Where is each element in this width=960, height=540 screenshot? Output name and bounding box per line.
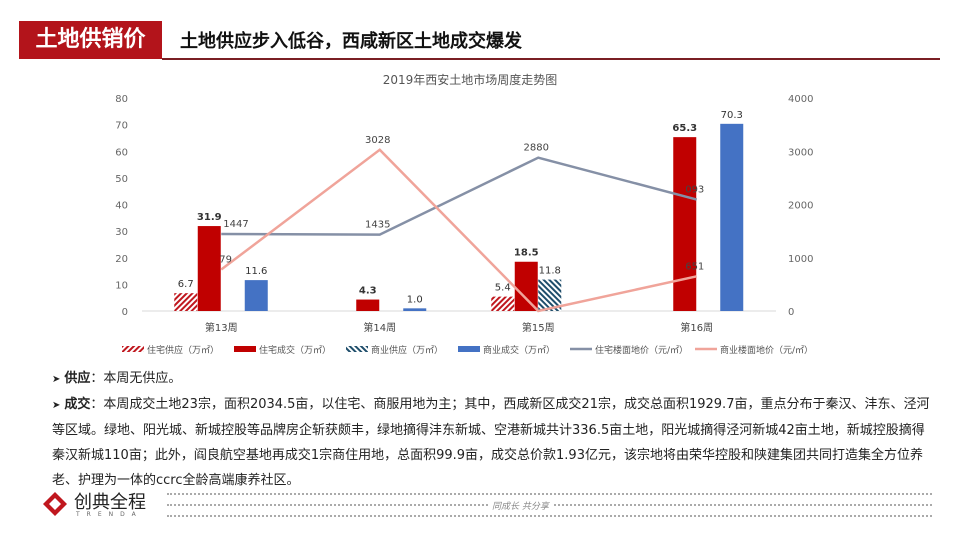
y-right-tick: 2000 xyxy=(788,201,813,212)
arrow-icon: ➤ xyxy=(52,374,61,385)
y-left-tick: 30 xyxy=(115,227,128,238)
line-series-1 xyxy=(221,156,698,236)
footer-dots xyxy=(167,515,932,517)
y-left-tick: 40 xyxy=(115,201,128,212)
y-left-tick: 20 xyxy=(115,254,128,265)
line-data-label: 1447 xyxy=(223,219,248,230)
bar-2 xyxy=(514,261,538,311)
legend-label: 商业供应（万㎡） xyxy=(371,344,443,356)
bar-2 xyxy=(197,226,221,311)
legend-label: 住宅成交（万㎡） xyxy=(259,344,331,356)
chart-title: 2019年西安土地市场周度走势图 xyxy=(383,72,558,87)
y-left-tick: 10 xyxy=(115,280,128,291)
y-left-tick: 70 xyxy=(115,121,128,132)
line-data-label: 651 xyxy=(685,261,704,272)
bar-1 xyxy=(491,296,515,311)
bar-data-label: 65.3 xyxy=(672,123,697,134)
bar-data-label: 11.8 xyxy=(539,266,561,277)
line-series-2 xyxy=(220,148,698,313)
legend-swatch xyxy=(458,346,480,352)
bar-2 xyxy=(673,137,697,311)
bar-3 xyxy=(538,279,562,311)
bar-data-label: 31.9 xyxy=(197,212,222,223)
x-tick-label: 第16周 xyxy=(680,321,713,334)
deal-text: ：本周成交土地23宗，面积2034.5亩，以住宅、商服用地为主；其中，西咸新区成… xyxy=(52,397,930,488)
legend-swatch xyxy=(234,346,256,352)
x-tick-label: 第15周 xyxy=(522,321,555,334)
y-right-tick: 3000 xyxy=(788,147,813,158)
supply-label: 供应 xyxy=(64,371,91,386)
header-divider xyxy=(162,58,940,60)
legend-label: 商业楼面地价（元/㎡） xyxy=(720,344,813,356)
bar-data-label: 5.4 xyxy=(495,283,511,294)
y-left-tick: 0 xyxy=(122,307,128,318)
legend-label: 商业成交（万㎡） xyxy=(483,344,555,356)
legend-label: 住宅供应（万㎡） xyxy=(147,344,219,356)
bar-data-label: 18.5 xyxy=(514,248,539,259)
bar-data-label: 70.3 xyxy=(721,110,743,121)
logo-mark-icon xyxy=(43,492,67,516)
bar-2 xyxy=(356,299,380,311)
bar-data-label: 1.0 xyxy=(407,294,423,305)
y-left-tick: 80 xyxy=(115,94,128,105)
deal-bullet: ➤ 成交：本周成交土地23宗，面积2034.5亩，以住宅、商服用地为主；其中，西咸… xyxy=(52,392,932,493)
section-tag: 土地供销价 xyxy=(19,21,162,59)
line-data-label: 3028 xyxy=(365,135,390,146)
y-right-tick: 0 xyxy=(788,307,794,318)
x-tick-label: 第13周 xyxy=(205,321,238,334)
line-data-label: 79 xyxy=(219,255,232,266)
line-data-label: 093 xyxy=(685,185,704,196)
x-tick-label: 第14周 xyxy=(363,321,396,334)
legend-label: 住宅楼面地价（元/㎡） xyxy=(595,344,688,356)
legend-swatch xyxy=(122,346,144,352)
arrow-icon: ➤ xyxy=(52,400,61,411)
y-right-tick: 1000 xyxy=(788,254,813,265)
bar-data-label: 4.3 xyxy=(359,286,377,297)
page-title: 土地供应步入低谷，西咸新区土地成交爆发 xyxy=(180,31,522,52)
bar-1 xyxy=(174,293,198,311)
bar-4 xyxy=(403,308,427,311)
y-left-tick: 60 xyxy=(115,147,128,158)
commentary: ➤ 供应：本周无供应。 ➤ 成交：本周成交土地23宗，面积2034.5亩，以住宅、商… xyxy=(52,366,932,493)
bar-4 xyxy=(720,123,744,311)
logo-en: TRENDA xyxy=(76,511,143,518)
line-data-label: 1435 xyxy=(365,220,390,231)
y-left-tick: 50 xyxy=(115,174,128,185)
bar-data-label: 11.6 xyxy=(245,266,267,277)
logo-name: 创典全程 xyxy=(74,492,146,513)
supply-bullet: ➤ 供应：本周无供应。 xyxy=(52,366,932,392)
weekly-land-chart: 2019年西安土地市场周度走势图 0 10 20 30 40 50 60 70 80 0 1000 2… xyxy=(115,72,813,356)
bar-data-label: 6.7 xyxy=(178,279,194,290)
footer-slogan: 同成长 共分享 xyxy=(488,499,553,512)
y-right-tick: 4000 xyxy=(788,94,813,105)
supply-text: ：本周无供应。 xyxy=(90,371,182,386)
deal-label: 成交 xyxy=(64,397,91,412)
legend-swatch xyxy=(346,346,368,352)
line-data-label: 2880 xyxy=(524,143,549,154)
bar-4 xyxy=(244,280,268,311)
footer-dots xyxy=(167,493,932,495)
company-logo: 创典全程 TRENDA xyxy=(42,491,146,521)
